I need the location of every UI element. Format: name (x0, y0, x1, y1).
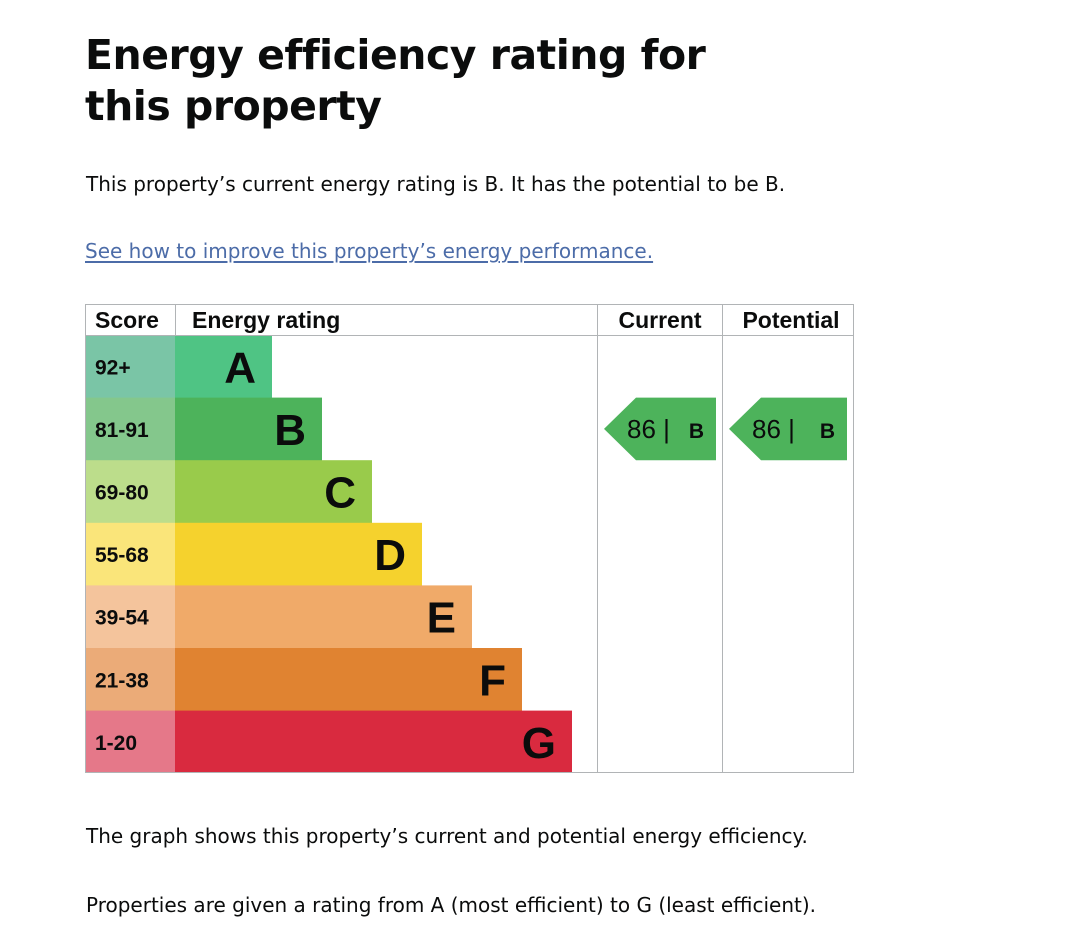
current-rating-arrow (604, 397, 716, 461)
potential-rating-letter: B (820, 420, 835, 443)
band-bar-c (175, 460, 372, 524)
score-cell-f (85, 648, 175, 712)
potential-rating-arrow (729, 397, 847, 461)
score-range-d: 55-68 (95, 544, 149, 567)
band-bar-d (175, 522, 422, 586)
score-cell-a (85, 335, 175, 399)
score-cell-d (85, 522, 175, 586)
energy-rating-chart: 92+ A 81-91 B 69-80 C 55-68 D 39-54 E 21-38 F 1-20 G … (85, 304, 854, 773)
band-bar-g (175, 710, 572, 773)
score-cell-b (85, 397, 175, 461)
score-range-g: 1-20 (95, 732, 137, 755)
header-current: Current (618, 307, 701, 333)
header-score: Score (95, 307, 159, 333)
band-bar-f (175, 648, 522, 712)
header-potential: Potential (742, 307, 839, 333)
band-letter-g: G (522, 719, 556, 768)
score-range-a: 92+ (95, 356, 131, 379)
chart-frame (85, 304, 854, 773)
band-letter-f: F (479, 656, 506, 705)
band-bar-e (175, 585, 472, 649)
rating-scale-description: Properties are given a rating from A (mo… (86, 893, 817, 917)
band-letter-c: C (324, 469, 356, 518)
potential-rating-score: 86 | (752, 414, 795, 444)
header-energy-rating: Energy rating (192, 307, 340, 333)
rating-summary: This property’s current energy rating is… (86, 172, 786, 196)
score-range-f: 21-38 (95, 669, 149, 692)
score-range-e: 39-54 (95, 607, 149, 630)
page-title: Energy efficiency rating for this proper… (85, 31, 706, 130)
score-cell-g (85, 710, 175, 773)
band-letter-e: E (427, 594, 456, 643)
score-range-b: 81-91 (95, 419, 149, 442)
band-letter-b: B (274, 406, 306, 455)
current-rating-letter: B (689, 420, 704, 443)
improve-performance-link[interactable]: See how to improve this property’s energ… (85, 239, 654, 263)
graph-description: The graph shows this property’s current … (86, 824, 808, 848)
band-letter-d: D (374, 531, 406, 580)
band-bar-b (175, 397, 322, 461)
score-cell-e (85, 585, 175, 649)
current-rating-score: 86 | (627, 414, 670, 444)
score-range-c: 69-80 (95, 482, 149, 505)
band-bar-a (175, 335, 272, 399)
band-letter-a: A (224, 343, 256, 392)
score-cell-c (85, 460, 175, 524)
energy-rating-graph: 92+ A81-91 B69-80 C55-68 D39-54 E21-38 F1-20 G … (85, 304, 854, 773)
